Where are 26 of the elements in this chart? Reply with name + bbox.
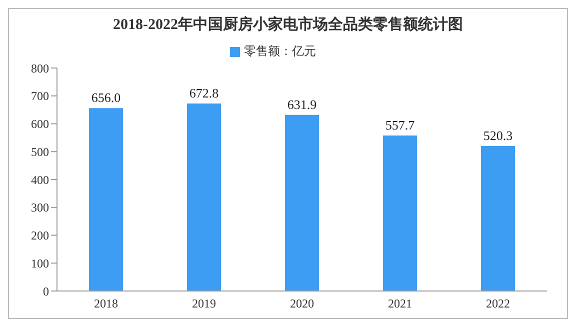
y-tick-label: 300 (31, 200, 49, 215)
x-tick-label: 2019 (192, 296, 216, 311)
chart-title: 2018-2022年中国厨房小家电市场全品类零售额统计图 (112, 15, 464, 35)
y-tick-label: 800 (31, 61, 49, 76)
text: 520.3 (483, 128, 513, 143)
bar (89, 108, 123, 291)
text: 656.0 (91, 90, 121, 106)
text: 672.8 (189, 85, 219, 100)
bar (383, 136, 417, 291)
bar (481, 146, 515, 291)
x-tick-label: 2018 (94, 296, 118, 311)
text: 557.7 (385, 118, 415, 133)
x-tick-label: 2020 (290, 296, 314, 311)
text: 631.9 (287, 96, 317, 112)
y-tick-label: 500 (31, 144, 49, 159)
bar (187, 103, 221, 291)
legend-label: 零售额：亿元 (244, 44, 316, 58)
bar (285, 114, 319, 291)
y-tick-label: 0 (43, 284, 49, 298)
y-tick-label: 200 (31, 228, 49, 243)
y-tick-label: 100 (31, 256, 49, 270)
y-tick-label: 600 (31, 117, 49, 132)
x-tick-label: 2022 (486, 296, 510, 311)
y-tick-label: 400 (31, 172, 49, 187)
y-tick-label: 700 (31, 89, 49, 104)
x-tick-label: 2021 (388, 296, 412, 311)
